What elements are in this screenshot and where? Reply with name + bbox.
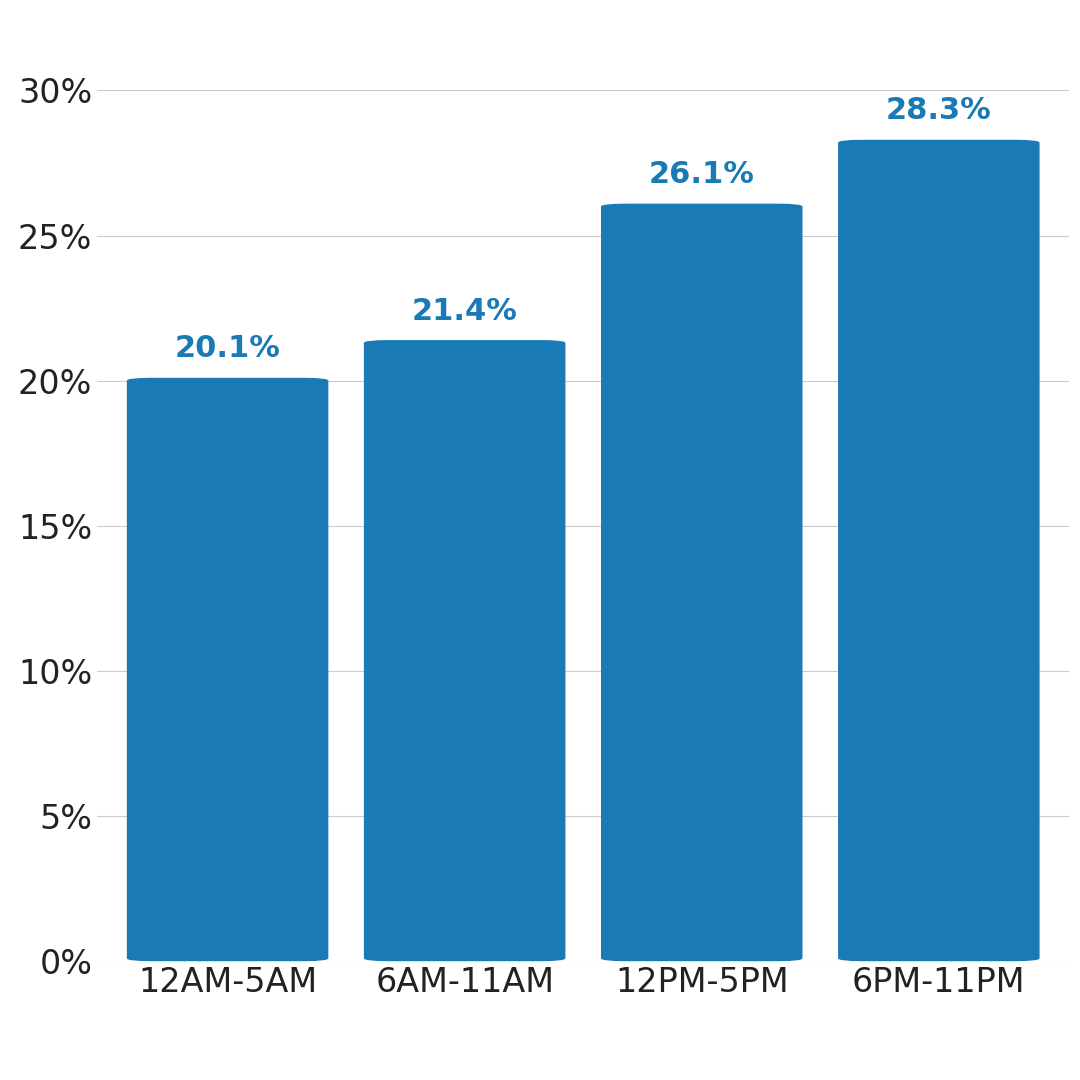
Text: 26.1%: 26.1%	[649, 160, 755, 189]
Bar	[364, 340, 566, 961]
Text: 28.3%: 28.3%	[886, 96, 991, 125]
FancyBboxPatch shape	[600, 204, 802, 961]
FancyBboxPatch shape	[838, 139, 1040, 961]
Text: 20.1%: 20.1%	[175, 335, 281, 363]
FancyBboxPatch shape	[126, 378, 328, 961]
FancyBboxPatch shape	[364, 340, 566, 961]
Text: 21.4%: 21.4%	[411, 297, 517, 325]
Bar	[838, 139, 1040, 961]
Bar	[600, 204, 802, 961]
Bar	[126, 378, 328, 961]
